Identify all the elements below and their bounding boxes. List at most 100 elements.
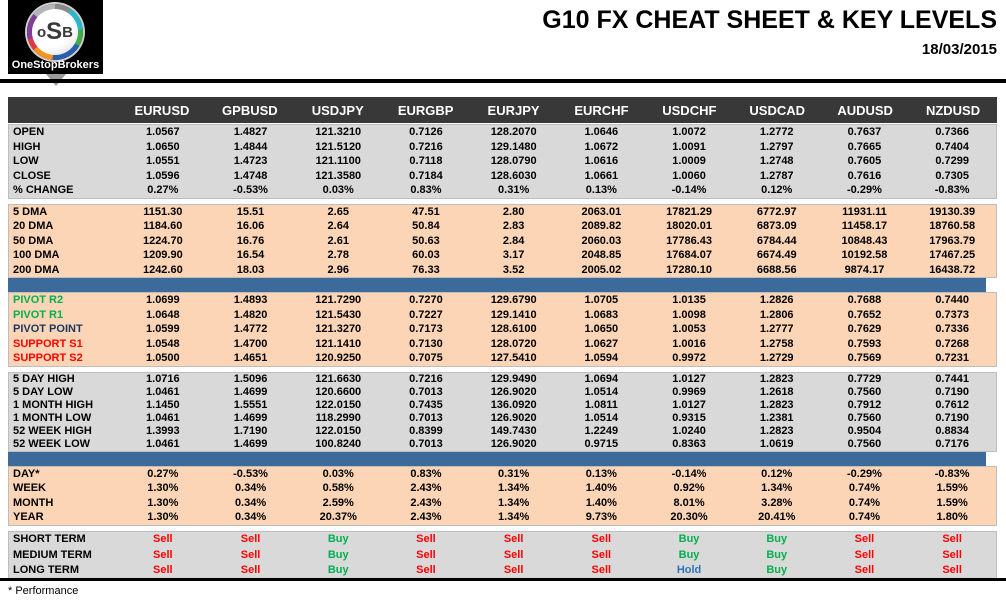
- cell-value: 1.0016: [672, 337, 706, 350]
- row-label: 1 MONTH LOW: [13, 412, 92, 424]
- cell-value: 15.51: [236, 205, 265, 218]
- cell-value: 17786.43: [666, 234, 712, 247]
- section-dma: 5 DMA 1151.30 15.51 2.65 47.51 2.80 2063.01 178…: [8, 203, 997, 278]
- cell-value: 9.73%: [585, 511, 617, 524]
- cell-value: 2.65: [327, 205, 349, 218]
- cell-value: 1.0500: [146, 352, 180, 365]
- cell-value: 0.34%: [234, 496, 267, 509]
- cell-value: 1.30%: [147, 496, 179, 509]
- cell-value: 0.8363: [672, 438, 706, 450]
- cell-value: 1.0548: [146, 337, 180, 350]
- cell-value: 100.8240: [315, 438, 362, 450]
- cell-value: 121.5120: [315, 140, 362, 153]
- cell-value: -0.14%: [671, 184, 707, 197]
- cell-value: 0.8834: [935, 425, 969, 437]
- cell-value: 1.0551: [146, 155, 180, 168]
- cell-value: 0.27%: [147, 184, 179, 197]
- cell-value: 1.0127: [672, 399, 706, 411]
- cell-value: 16.54: [236, 249, 265, 262]
- cell-value: 6688.56: [756, 263, 797, 276]
- cell-value: 9874.17: [844, 263, 885, 276]
- row-label: PIVOT R2: [13, 294, 64, 307]
- cell-value: 1.34%: [761, 482, 793, 495]
- cell-value: Sell: [503, 564, 524, 577]
- cell-value: 0.7075: [409, 352, 443, 365]
- cell-value: 121.5430: [315, 308, 362, 321]
- cell-value: 17963.79: [929, 234, 976, 247]
- table-row: SUPPORT S2 1.0500 1.4651 120.9250 0.7075 127.…: [9, 351, 996, 366]
- cell-value: 1.0648: [146, 308, 180, 321]
- cell-value: 1.0594: [584, 352, 619, 365]
- cell-value: 1.2748: [759, 155, 794, 168]
- cell-value: 1.0616: [584, 155, 619, 168]
- cell-value: 1.0683: [584, 308, 619, 321]
- table-row: 52 WEEK HIGH 1.3993 1.7190 122.0150 0.8399 14…: [9, 425, 996, 438]
- cell-value: 1151.30: [143, 205, 183, 218]
- row-label: 20 DMA: [13, 220, 54, 233]
- table-row: PIVOT R2 1.0699 1.4893 121.7290 0.7270 129.67…: [9, 293, 996, 308]
- cell-value: 121.6630: [315, 373, 362, 385]
- cell-value: 0.31%: [498, 184, 530, 197]
- table-row: SHORT TERM Sell Sell Buy Sell Sell Sell Buy Buy S…: [9, 532, 996, 548]
- cell-value: 2.96: [327, 263, 349, 276]
- cell-value: Sell: [153, 564, 173, 577]
- cell-value: 120.9250: [315, 352, 362, 365]
- cell-value: 0.7190: [935, 412, 969, 424]
- cell-value: 6873.09: [756, 220, 797, 233]
- cell-value: 2.78: [327, 249, 349, 262]
- cell-value: 2.83: [502, 220, 525, 233]
- table-row: PIVOT R1 1.0648 1.4820 121.5430 0.7227 129.14…: [9, 308, 996, 323]
- cell-value: 1.4699: [233, 386, 268, 398]
- section-performance: DAY* 0.27% -0.53% 0.03% 0.83% 0.31% 0.13% -0.14…: [8, 465, 997, 526]
- cell-value: 1.2797: [759, 140, 794, 153]
- cell-value: 2.43%: [410, 482, 442, 495]
- cell-value: 1.1450: [146, 399, 180, 411]
- cell-value: 2089.82: [581, 220, 622, 233]
- table-row: DAY* 0.27% -0.53% 0.03% 0.83% 0.31% 0.13% -0.14…: [9, 467, 996, 482]
- cell-value: 128.6100: [490, 323, 537, 336]
- column-header: USDCAD: [749, 102, 806, 118]
- cell-value: 121.1100: [315, 155, 361, 168]
- cell-value: 1.34%: [498, 496, 530, 509]
- cell-value: Buy: [327, 533, 349, 546]
- cell-value: 47.51: [412, 205, 440, 218]
- table-row: MEDIUM TERM Sell Sell Buy Sell Sell Sell Buy Buy…: [9, 547, 996, 563]
- cell-value: 17684.07: [666, 249, 712, 262]
- cell-value: 1.4827: [233, 126, 268, 139]
- cell-value: 1184.60: [143, 220, 183, 233]
- cell-value: 16.06: [236, 220, 265, 233]
- table-row: YEAR 1.30% 0.34% 20.37% 2.43% 1.34% 9.73% 20.30…: [9, 510, 996, 525]
- cell-value: 18.03: [236, 263, 265, 276]
- section-pivots: PIVOT R2 1.0699 1.4893 121.7290 0.7270 129.67…: [8, 292, 997, 367]
- table-row: HIGH 1.0650 1.4844 121.5120 0.7216 129.1480 1.…: [9, 140, 996, 155]
- row-label: 5 DMA: [13, 205, 48, 218]
- column-header: AUDUSD: [837, 102, 893, 118]
- row-label: 5 DAY LOW: [13, 386, 73, 398]
- cell-value: 121.7290: [315, 294, 362, 307]
- cell-value: 121.3210: [315, 126, 362, 139]
- cell-value: 0.7190: [935, 386, 969, 398]
- cell-value: 2048.85: [581, 249, 622, 262]
- cell-value: 120.6600: [315, 386, 362, 398]
- cell-value: 0.74%: [848, 482, 881, 495]
- cell-value: 121.1410: [315, 337, 362, 350]
- cell-value: 19130.39: [929, 205, 976, 218]
- cell-value: 0.7605: [847, 155, 882, 168]
- cell-value: 0.92%: [673, 482, 705, 495]
- row-label: PIVOT POINT: [13, 323, 83, 336]
- cell-value: 1.5096: [233, 373, 268, 385]
- cell-value: 6784.44: [756, 234, 797, 247]
- cell-value: 2.61: [327, 234, 349, 247]
- page-date: 18/03/2015: [921, 41, 997, 58]
- cell-value: 1.0705: [584, 294, 619, 307]
- cell-value: 0.7216: [409, 140, 443, 153]
- cell-value: 1.0072: [672, 126, 706, 139]
- cell-value: 0.13%: [585, 184, 617, 197]
- cell-value: 0.9715: [584, 438, 619, 450]
- cell-value: 1.0627: [584, 337, 619, 350]
- cell-value: 0.12%: [761, 467, 793, 480]
- header-divider: [0, 79, 1006, 83]
- row-label: 1 MONTH HIGH: [13, 399, 94, 411]
- cell-value: Sell: [240, 564, 261, 577]
- table-row: 1 MONTH HIGH 1.1450 1.5551 122.0150 0.7435 13…: [9, 399, 996, 412]
